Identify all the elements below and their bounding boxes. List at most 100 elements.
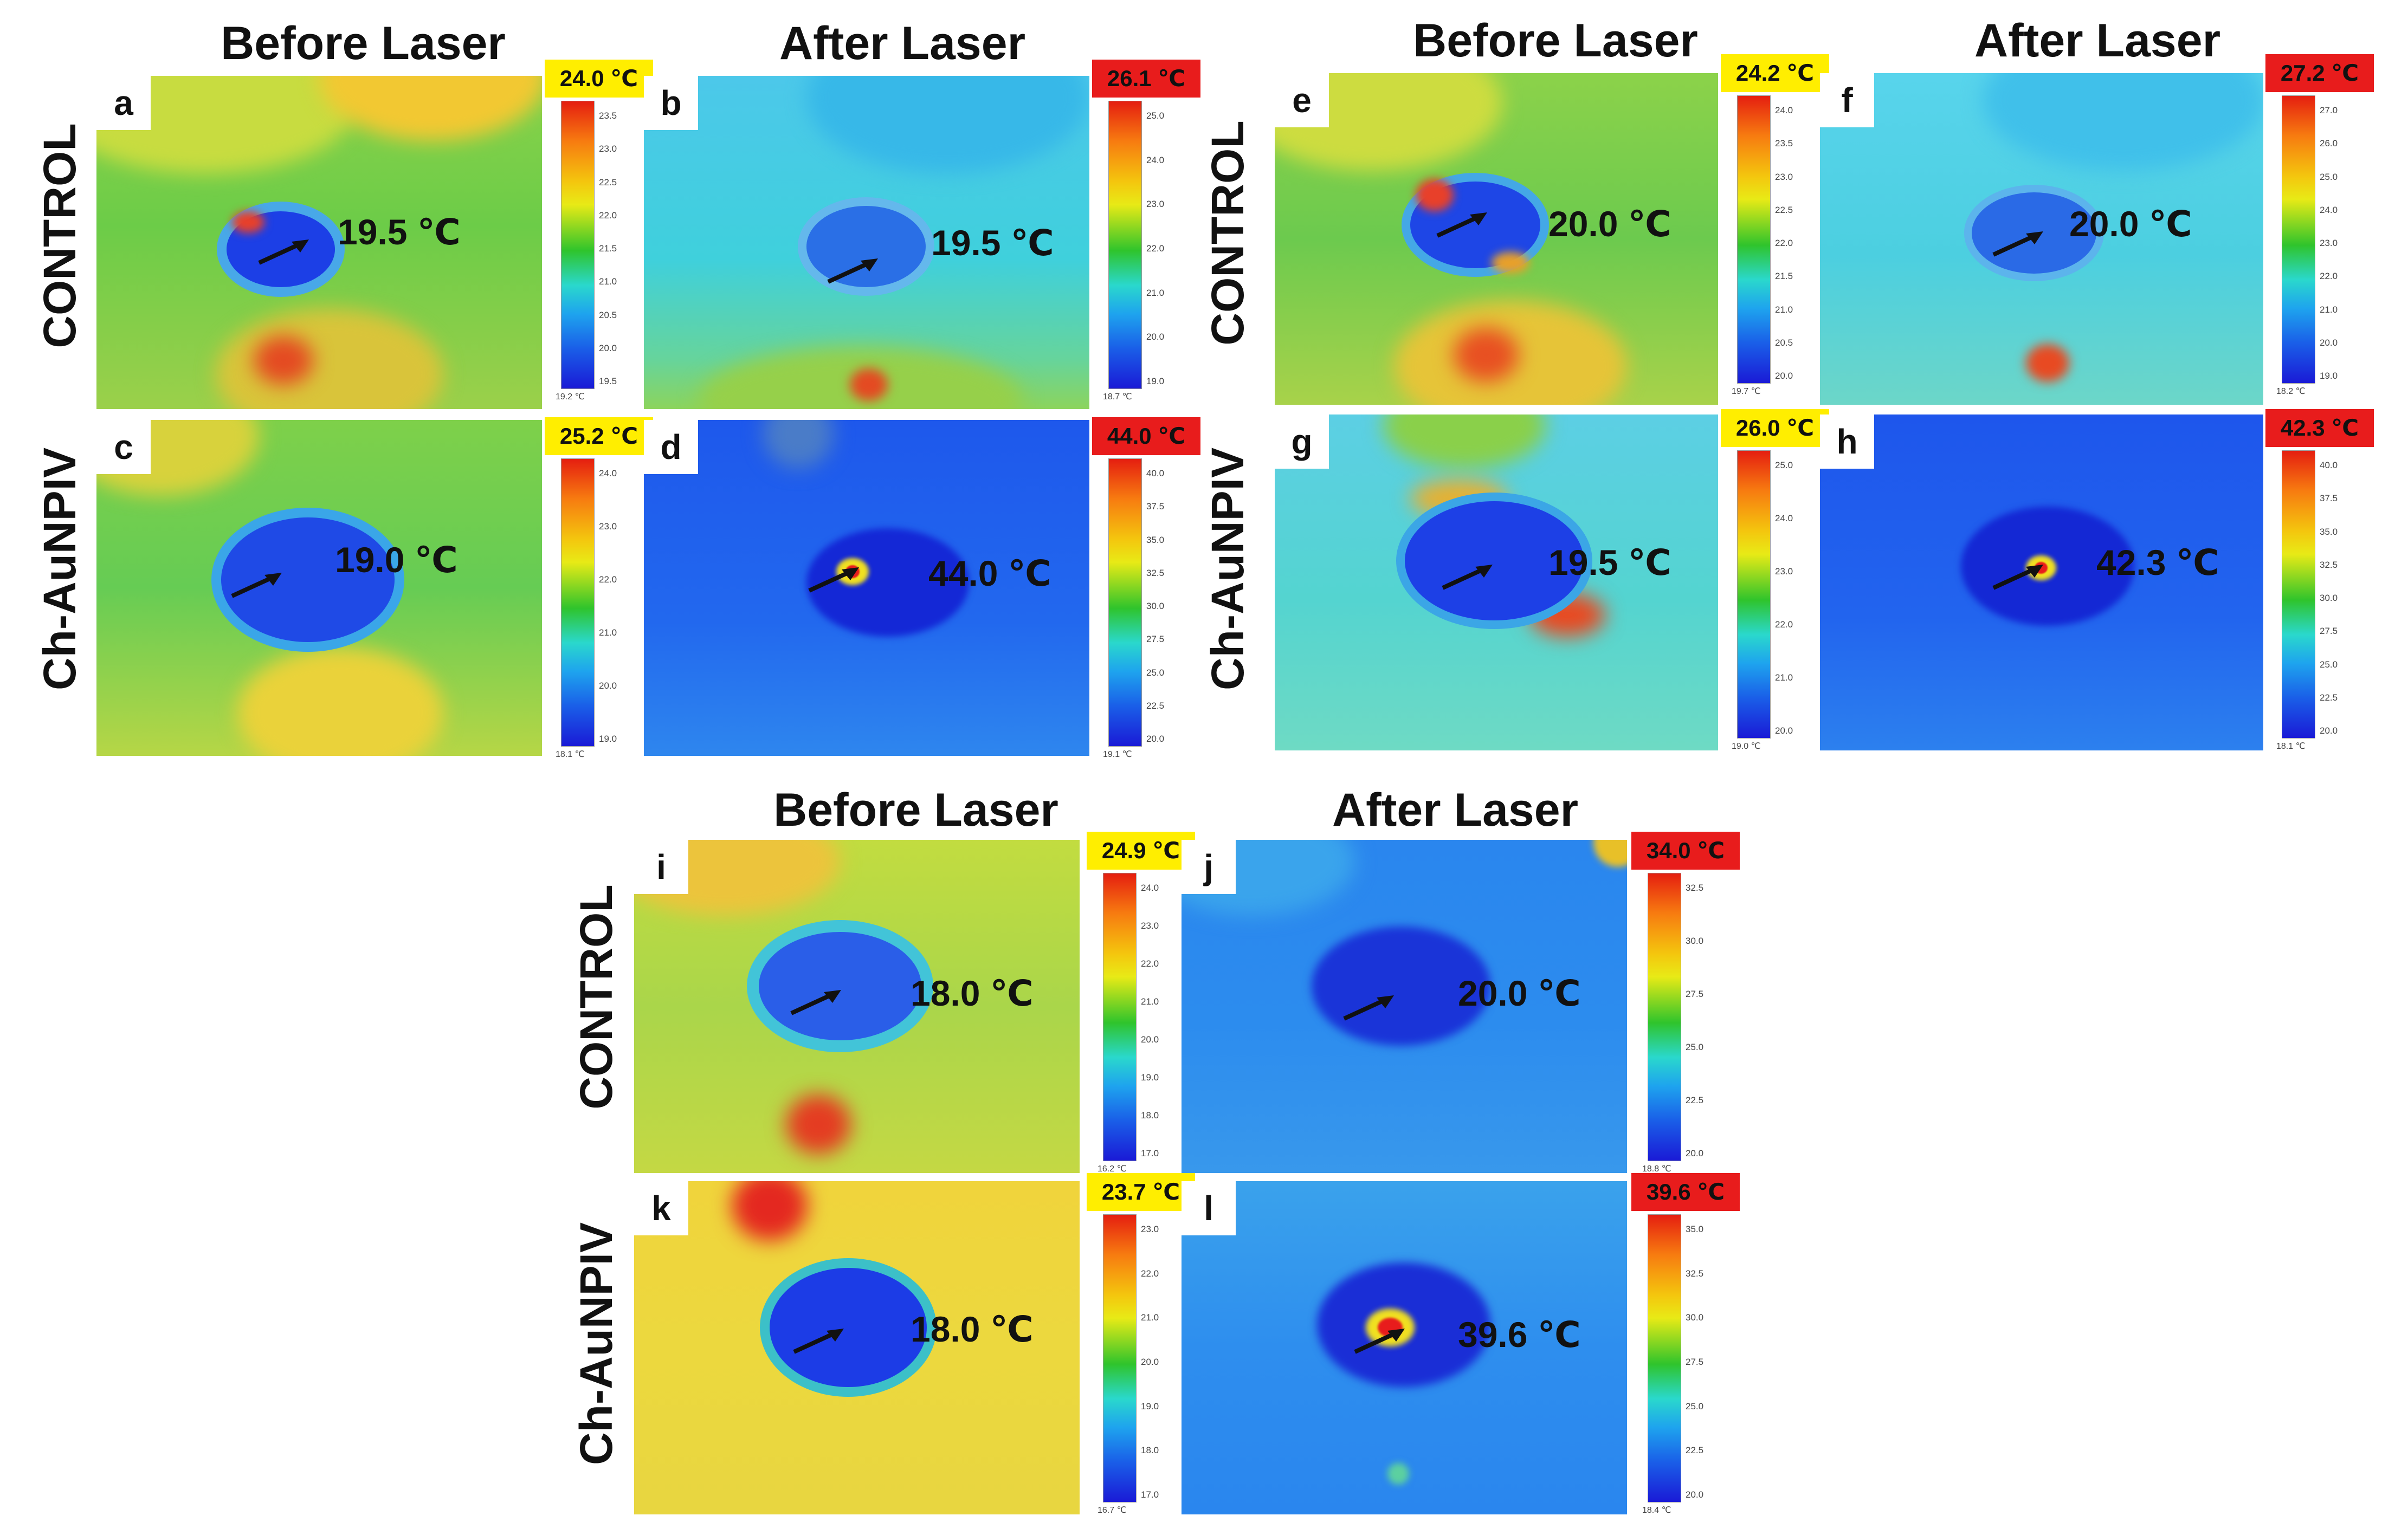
scale-tick-label: 18.0 (1141, 1110, 1159, 1121)
max-temp-box-a: 24.0 ℃ (545, 60, 653, 98)
scale-ticks-h: 40.0 37.5 35.0 32.5 30.0 27.5 25.0 22.5 20.0 (2320, 450, 2379, 737)
thermal-image-g: g 19.5 ℃ (1275, 414, 1718, 750)
scale-ticks-j: 32.5 30.0 27.5 25.0 22.5 20.0 (1686, 873, 1745, 1160)
thermal-image-f: f 20.0 ℃ (1820, 73, 2263, 405)
scale-tick-label: 18.0 (1141, 1445, 1159, 1455)
scale-tick-label: 23.5 (1775, 138, 1793, 148)
scale-tick-label: 40.0 (1146, 468, 1165, 478)
scale-tick-label: 19.0 (599, 734, 617, 744)
scale-tick-label: 27.0 (2320, 105, 2338, 115)
temperature-label-d: 44.0 ℃ (928, 553, 1051, 593)
heading-before-laser-group3: Before Laser (773, 784, 1058, 836)
scale-tick-label: 22.0 (1146, 243, 1165, 254)
scale-tick-label: 24.0 (599, 468, 617, 478)
scale-tick-label: 27.5 (1686, 989, 1704, 999)
scale-ticks-f: 27.0 26.0 25.0 24.0 23.0 22.0 21.0 20.0 19.0 (2320, 95, 2379, 383)
scale-tick-label: 23.0 (2320, 238, 2338, 248)
thermal-image-i: i 18.0 ℃ (634, 840, 1080, 1173)
thermal-image-e: e 20.0 ℃ (1275, 73, 1718, 405)
scale-tick-label: 30.0 (2320, 593, 2338, 603)
scale-tick-label: 21.0 (599, 276, 617, 287)
thermal-image-a: a 19.5 ℃ (96, 76, 542, 409)
min-temp-label-d: 19.1 ℃ (1103, 750, 1132, 759)
arrow-icon (1442, 565, 1493, 590)
temperature-label-l: 39.6 ℃ (1458, 1314, 1581, 1355)
scale-tick-label: 17.0 (1141, 1489, 1159, 1500)
scale-tick-label: 35.0 (2320, 527, 2338, 537)
temperature-label-e: 20.0 ℃ (1548, 204, 1671, 244)
scale-tick-label: 24.0 (2320, 205, 2338, 215)
arrow-icon (1992, 565, 2043, 590)
color-scale-k: 23.7 ℃ 23.0 22.0 21.0 20.0 19.0 18.0 17.0 16.7… (1087, 1173, 1200, 1520)
panel-letter-c: c (96, 420, 151, 474)
scale-tick-label: 32.5 (1686, 1268, 1704, 1279)
scale-tick-label: 25.0 (1146, 111, 1165, 121)
scale-tick-label: 19.0 (2320, 371, 2338, 381)
scale-tick-label: 25.0 (1686, 1401, 1704, 1411)
thermal-image-b: b 19.5 ℃ (644, 76, 1089, 409)
panel-letter-k: k (634, 1181, 688, 1235)
scale-tick-label: 22.0 (1775, 619, 1793, 630)
row-label-control-group1: CONTROL (34, 123, 85, 348)
scale-tick-label: 19.0 (1146, 376, 1165, 386)
scale-tick-label: 37.5 (2320, 493, 2338, 503)
color-scale-f: 27.2 ℃ 27.0 26.0 25.0 24.0 23.0 22.0 21.0 20.0 1… (2265, 54, 2379, 401)
scale-tick-label: 22.0 (599, 210, 617, 221)
max-temp-box-j: 34.0 ℃ (1631, 832, 1740, 870)
panel-letter-e: e (1275, 73, 1329, 127)
scale-tick-label: 23.0 (1141, 921, 1159, 931)
temperature-label-j: 20.0 ℃ (1458, 973, 1581, 1013)
scale-tick-label: 26.0 (2320, 138, 2338, 148)
heading-before-laser-group1: Before Laser (221, 17, 506, 69)
max-temp-box-b: 26.1 ℃ (1092, 60, 1200, 98)
scale-tick-label: 22.5 (1686, 1445, 1704, 1455)
scale-tick-label: 27.5 (2320, 626, 2338, 636)
min-temp-label-b: 18.7 ℃ (1103, 392, 1132, 401)
scale-tick-label: 30.0 (1686, 1312, 1704, 1323)
temperature-label-a: 19.5 ℃ (338, 212, 461, 252)
row-label-control-group2: CONTROL (1202, 120, 1253, 346)
color-scale-l: 39.6 ℃ 35.0 32.5 30.0 27.5 25.0 22.5 20.0 18.4… (1631, 1173, 1745, 1520)
temperature-label-b: 19.5 ℃ (931, 223, 1054, 263)
scale-tick-label: 20.0 (599, 343, 617, 353)
temperature-label-i: 18.0 ℃ (911, 973, 1034, 1013)
scale-tick-label: 35.0 (1686, 1224, 1704, 1234)
scale-tick-label: 30.0 (1146, 601, 1165, 611)
min-temp-label-g: 19.0 ℃ (1732, 742, 1761, 751)
arrow-icon (793, 1329, 844, 1354)
scale-tick-label: 22.0 (1775, 238, 1793, 248)
min-temp-label-c: 18.1 ℃ (556, 750, 585, 759)
thermal-image-d: d 44.0 ℃ (644, 420, 1089, 756)
min-temp-label-i: 16.2 ℃ (1098, 1164, 1127, 1174)
max-temp-box-i: 24.9 ℃ (1087, 832, 1195, 870)
scale-ticks-c: 24.0 23.0 22.0 21.0 20.0 19.0 (599, 458, 659, 746)
min-temp-label-h: 18.1 ℃ (2276, 742, 2306, 751)
arrow-icon (1992, 231, 2043, 257)
heading-after-laser-group3: After Laser (1332, 784, 1579, 836)
color-scale-j: 34.0 ℃ 32.5 30.0 27.5 25.0 22.5 20.0 18.8 ℃ (1631, 832, 1745, 1178)
scale-ticks-e: 24.0 23.5 23.0 22.5 22.0 21.5 21.0 20.5 20.0 (1775, 95, 1835, 383)
thermal-image-h: h 42.3 ℃ (1820, 414, 2263, 750)
scale-tick-label: 27.5 (1686, 1357, 1704, 1367)
row-label-chaunpiv-group1: Ch-AuNPIV (34, 448, 85, 690)
scale-tick-label: 23.0 (599, 521, 617, 532)
arrow-icon (827, 258, 878, 284)
scale-tick-label: 22.0 (1141, 958, 1159, 969)
row-label-control-group3: CONTROL (571, 884, 622, 1110)
scale-tick-label: 24.0 (1775, 513, 1793, 523)
color-scale-b: 26.1 ℃ 25.0 24.0 23.0 22.0 21.0 20.0 19.0 18.7… (1092, 60, 1206, 406)
scale-tick-label: 21.0 (1775, 305, 1793, 315)
panel-letter-a: a (96, 76, 151, 130)
heading-before-laser-group2: Before Laser (1413, 15, 1698, 67)
scale-tick-label: 20.0 (1775, 726, 1793, 736)
scale-tick-label: 20.0 (1146, 734, 1165, 744)
arrow-icon (231, 573, 282, 598)
max-temp-box-e: 24.2 ℃ (1721, 54, 1829, 92)
temperature-label-k: 18.0 ℃ (911, 1309, 1034, 1349)
temperature-label-c: 19.0 ℃ (335, 540, 458, 580)
scale-tick-label: 25.0 (2320, 172, 2338, 182)
scale-tick-label: 21.5 (1775, 271, 1793, 281)
scale-tick-label: 20.5 (599, 310, 617, 320)
arrow-icon (1343, 995, 1394, 1021)
scale-tick-label: 40.0 (2320, 460, 2338, 470)
